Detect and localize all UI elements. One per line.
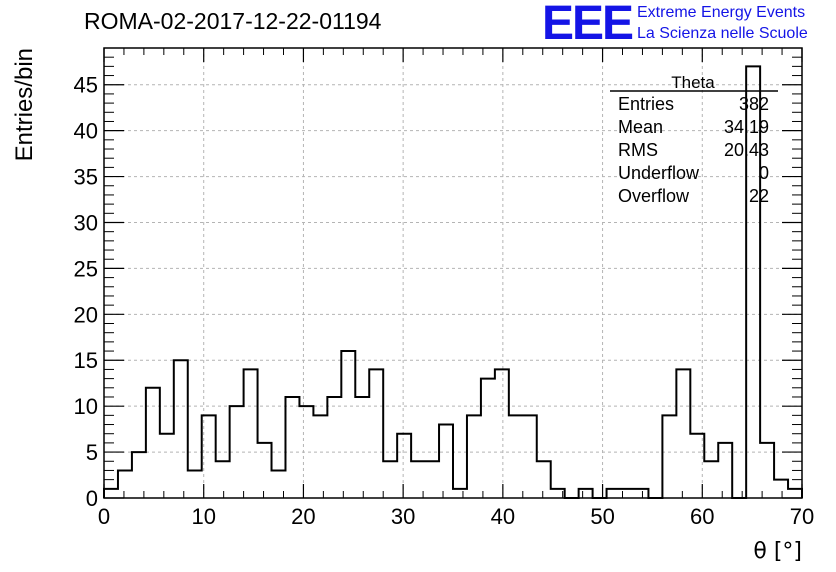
histogram-bin: [104, 489, 118, 498]
histogram-bin: [258, 443, 272, 498]
histogram-bin: [411, 461, 425, 498]
x-tick-label: 50: [590, 504, 614, 529]
y-tick-label: 35: [74, 165, 98, 190]
stats-row-label: Mean: [618, 117, 663, 137]
histogram-bin: [216, 461, 230, 498]
histogram-bin: [146, 388, 160, 498]
stats-row-label: RMS: [618, 140, 658, 160]
y-tick-label: 30: [74, 210, 98, 235]
x-axis-label: θ [°]: [753, 539, 802, 564]
histogram-bin: [509, 415, 523, 498]
y-tick-label: 5: [86, 440, 98, 465]
stats-row-label: Underflow: [618, 163, 700, 183]
histogram-bin: [299, 406, 313, 498]
y-tick-label: 10: [74, 394, 98, 419]
histogram-bin: [397, 434, 411, 498]
y-tick-label: 15: [74, 348, 98, 373]
plot-frame: [103, 47, 803, 499]
histogram-bin: [495, 369, 509, 498]
y-tick-label: 0: [86, 486, 98, 511]
histogram-bin: [607, 489, 621, 498]
histogram-line: [103, 65, 803, 499]
x-tick-labels: 0 10 20 30 40 50 60 70: [98, 504, 814, 529]
histogram-bin: [537, 461, 551, 498]
y-axis-label: Entries/bin: [11, 48, 38, 161]
x-tick-label: 20: [291, 504, 315, 529]
histogram-bin: [188, 470, 202, 498]
histogram-bin: [676, 369, 690, 498]
x-tick-label: 10: [191, 504, 215, 529]
histogram-bin: [774, 480, 788, 498]
grid: [104, 48, 802, 498]
histogram-bin: [383, 461, 397, 498]
stats-row-value: 20.43: [724, 140, 769, 160]
histogram-bin: [621, 489, 635, 498]
histogram-bin: [523, 415, 537, 498]
histogram-bin: [174, 360, 188, 498]
histogram-bin: [634, 489, 648, 498]
y-tick-label: 20: [74, 302, 98, 327]
stats-row-value: 22: [749, 186, 769, 206]
stats-row-label: Entries: [618, 94, 674, 114]
histogram-bin: [327, 397, 341, 498]
histogram-bin: [285, 397, 299, 498]
eee-logo: EEE: [542, 0, 634, 50]
logo-subtitle-2: La Scienza nelle Scuole: [637, 25, 808, 42]
histogram-bin: [704, 461, 718, 498]
x-tick-label: 70: [790, 504, 814, 529]
histogram-bin: [579, 489, 593, 498]
stats-row-label: Overflow: [618, 186, 690, 206]
y-tick-labels: 0 5 10 15 20 25 30 35 40 45: [74, 73, 98, 511]
histogram-bin: [439, 425, 453, 498]
y-tick-label: 45: [74, 73, 98, 98]
histogram-bin: [788, 489, 802, 498]
histogram-bin: [662, 415, 676, 498]
histogram-bin: [230, 406, 244, 498]
x-tick-label: 60: [690, 504, 714, 529]
histogram-bin: [341, 351, 355, 498]
histogram-bin: [202, 415, 216, 498]
stats-row-value: 0: [759, 163, 769, 183]
histogram-bin: [369, 369, 383, 498]
x-tick-label: 0: [98, 504, 110, 529]
stats-box: Theta Entries 382 Mean 34.19 RMS 20.43 Underfl…: [610, 73, 778, 206]
histogram-bin: [551, 489, 565, 498]
histogram-bin: [132, 452, 146, 498]
histogram-bin: [313, 415, 327, 498]
stats-rows: Entries 382 Mean 34.19 RMS 20.43 Underflow 0 Ove…: [618, 94, 769, 206]
histogram-bin: [690, 434, 704, 498]
histogram-bin: [272, 470, 286, 498]
histogram-bin: [718, 443, 732, 498]
histogram-bin: [760, 443, 774, 498]
histogram-bin: [244, 369, 258, 498]
stats-title: Theta: [671, 73, 715, 92]
x-tick-label: 40: [491, 504, 515, 529]
histogram-bin: [481, 379, 495, 498]
stats-row-value: 34.19: [724, 117, 769, 137]
x-tick-label: 30: [391, 504, 415, 529]
stats-row-value: 382: [739, 94, 769, 114]
logo-subtitle-1: Extreme Energy Events: [637, 4, 806, 21]
histogram-bin: [355, 397, 369, 498]
histogram-bin: [453, 489, 467, 498]
histogram-bin: [118, 470, 132, 498]
histogram-bin: [425, 461, 439, 498]
y-tick-label: 25: [74, 256, 98, 281]
histogram-bin: [467, 415, 481, 498]
histogram-bin: [160, 434, 174, 498]
y-tick-label: 40: [74, 119, 98, 144]
chart-title: ROMA-02-2017-12-22-01194: [84, 8, 382, 34]
